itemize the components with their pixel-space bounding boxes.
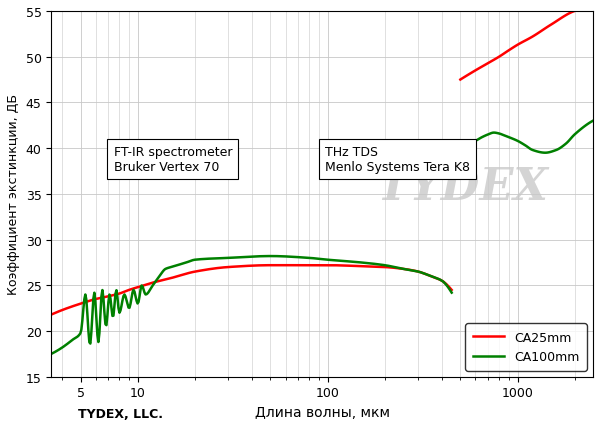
CA25mm: [47, 312, 55, 317]
Text: TYDEX, LLC.: TYDEX, LLC.: [78, 407, 163, 420]
Text: THz TDS
Menlo Systems Tera K8: THz TDS Menlo Systems Tera K8: [325, 146, 470, 174]
Y-axis label: Коэффициент экстинкции, ДБ: Коэффициент экстинкции, ДБ: [7, 94, 20, 295]
Text: FT-IR spectrometer
Bruker Vertex 70: FT-IR spectrometer Bruker Vertex 70: [113, 146, 232, 174]
CA100mm: [338, 259, 345, 264]
CA25mm: [267, 263, 274, 268]
CA25mm: [287, 263, 295, 268]
Line: CA100mm: CA100mm: [51, 256, 452, 354]
X-axis label: Длина волны, мкм: Длина волны, мкм: [254, 405, 389, 419]
CA100mm: [448, 291, 455, 296]
CA100mm: [96, 331, 103, 336]
CA25mm: [412, 269, 419, 274]
CA100mm: [178, 262, 185, 267]
CA100mm: [47, 351, 55, 357]
CA25mm: [286, 263, 293, 268]
CA100mm: [266, 254, 274, 259]
CA25mm: [448, 288, 455, 293]
CA100mm: [340, 259, 347, 264]
Line: CA25mm: CA25mm: [51, 265, 452, 315]
Legend: CA25mm, CA100mm: CA25mm, CA100mm: [465, 323, 587, 371]
CA25mm: [294, 263, 301, 268]
Text: TYDEX: TYDEX: [377, 166, 549, 209]
CA100mm: [301, 255, 308, 260]
CA25mm: [49, 312, 56, 317]
CA25mm: [386, 265, 394, 271]
CA100mm: [206, 256, 214, 262]
